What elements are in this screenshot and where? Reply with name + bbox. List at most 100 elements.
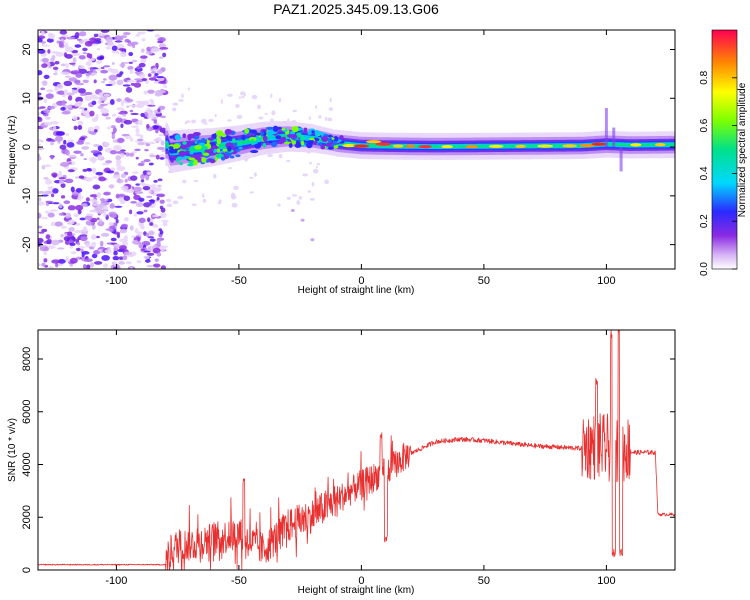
spectrogram-noise-speckle — [78, 175, 85, 179]
spectrogram-noise-speckle — [41, 217, 49, 220]
spectrogram-noise-speckle — [138, 73, 146, 78]
spectrogram-signal-blob — [321, 135, 329, 143]
spectrogram-scatter-speckle — [166, 203, 173, 208]
spectrogram-signal-blob — [176, 156, 180, 163]
spectrogram-signal-blob — [333, 145, 339, 149]
spectrogram-signal-blob — [182, 133, 187, 139]
spectrogram-noise-speckle — [148, 188, 152, 195]
snr-ytick-label: 4000 — [21, 452, 33, 476]
spectrogram-noise-speckle — [159, 246, 167, 252]
spectrogram-noise-speckle — [99, 198, 106, 202]
spectrogram-noise-speckle — [97, 99, 102, 105]
spectrogram-noise-speckle — [149, 205, 156, 208]
spectrogram-noise-speckle — [90, 209, 96, 213]
spectrogram-signal-blob — [227, 145, 232, 152]
snr-ylabel: SNR (10 * v/v) — [7, 418, 18, 482]
spectrogram-signal-blob — [295, 140, 301, 146]
spectrogram-noise-speckle — [38, 139, 43, 143]
spectrogram-noise-speckle — [156, 146, 165, 151]
spectrogram-noise-speckle — [113, 250, 118, 256]
spectrogram-scatter-speckle — [187, 87, 191, 91]
spectrogram-noise-speckle — [147, 73, 152, 77]
snr-ytick-label: 6000 — [21, 400, 33, 424]
spectrogram-noise-speckle — [100, 80, 106, 84]
spectrogram-noise-speckle — [155, 122, 160, 126]
spectrogram-noise-speckle — [66, 92, 75, 96]
spectrogram-noise-speckle — [123, 195, 131, 201]
spectrogram-noise-speckle — [68, 162, 72, 165]
spectrogram-noise-speckle — [143, 90, 148, 95]
spectrogram-noise-speckle — [146, 252, 155, 256]
spectrogram-noise-speckle — [108, 74, 118, 81]
spectrogram-noise-speckle — [133, 213, 138, 217]
spectrogram-noise-speckle — [151, 186, 158, 191]
spectrogram-signal-blob — [168, 148, 176, 154]
spectrogram-scatter-speckle — [251, 94, 258, 100]
spectrogram-noise-speckle — [140, 174, 146, 180]
spectrogram-ytick-label: 10 — [21, 92, 33, 104]
spectrogram-noise-speckle — [40, 30, 45, 36]
spectrogram-noise-speckle — [65, 255, 69, 262]
spectrogram-signal-peak — [465, 144, 478, 149]
spectrogram-noise-speckle — [50, 57, 55, 63]
spectrogram-noise-speckle — [156, 240, 161, 247]
spectrogram-scatter-speckle — [201, 193, 205, 198]
spectrogram-noise-speckle — [123, 235, 129, 241]
spectrogram-noise-speckle — [112, 256, 120, 261]
spectrogram-xtick-label: -50 — [231, 275, 247, 287]
spectrogram-noise-speckle — [88, 131, 96, 135]
spectrogram-noise-speckle — [59, 144, 67, 150]
spectrogram-noise-speckle — [84, 215, 93, 221]
spectrogram-noise-speckle — [125, 261, 132, 265]
spectrogram-noise-speckle — [91, 253, 98, 259]
spectrogram-noise-speckle — [78, 246, 86, 249]
spectrogram-scatter-speckle — [172, 200, 179, 205]
spectrogram-noise-speckle — [73, 229, 83, 234]
spectrogram-noise-speckle — [105, 83, 113, 87]
spectrogram-noise-speckle — [57, 90, 66, 95]
spectrogram-noise-speckle — [38, 225, 43, 229]
spectrogram-noise-speckle — [70, 186, 75, 193]
spectrogram-noise-speckle — [50, 139, 56, 143]
spectrogram-noise-speckle — [107, 67, 114, 72]
spectrogram-noise-speckle — [114, 205, 123, 208]
spectrogram-noise-speckle — [65, 133, 70, 136]
spectrogram-signal-blob — [295, 132, 302, 138]
spectrogram-noise-speckle — [75, 247, 81, 252]
spectrogram-noise-speckle — [138, 217, 146, 223]
spectrogram-signal-blob — [182, 141, 188, 145]
spectrogram-noise-speckle — [158, 133, 165, 137]
spectrogram-noise-speckle — [103, 192, 111, 196]
spectrogram-noise-speckle — [82, 264, 87, 269]
spectrogram-noise-speckle — [69, 257, 78, 264]
spectrogram-noise-speckle — [141, 78, 148, 82]
spectrogram-noise-speckle — [64, 54, 73, 59]
spectrogram-noise-speckle — [149, 199, 155, 204]
spectrogram-noise-speckle — [79, 235, 88, 242]
spectrogram-noise-speckle — [109, 150, 117, 155]
spectrogram-scatter-speckle — [256, 104, 262, 110]
spectrogram-noise-speckle — [61, 99, 66, 106]
spectrogram-noise-speckle — [148, 77, 157, 81]
spectrogram-noise-speckle — [63, 139, 67, 145]
spectrogram-noise-speckle — [157, 108, 161, 112]
spectrogram-noise-speckle — [137, 142, 145, 146]
spectrogram-scatter-speckle — [264, 112, 268, 116]
spectrogram-noise-speckle — [60, 162, 70, 167]
spectrogram-noise-speckle — [63, 236, 70, 242]
spectrogram-noise-speckle — [84, 258, 93, 263]
spectrogram-noise-speckle — [135, 127, 140, 134]
spectrogram-signal-peak — [342, 143, 356, 148]
spectrogram-signal-blob — [179, 162, 183, 166]
spectrogram-scatter-speckle — [316, 162, 321, 166]
spectrogram-noise-speckle — [67, 169, 75, 173]
spectrogram-scatter-speckle — [308, 116, 311, 120]
spectrogram-noise-speckle — [143, 209, 148, 213]
spectrogram-noise-speckle — [99, 240, 104, 247]
spectrogram-signal-blob — [170, 159, 174, 163]
spectrogram-noise-speckle — [76, 101, 83, 106]
spectrogram-noise-speckle — [67, 104, 72, 109]
spectrogram-noise-speckle — [99, 209, 109, 212]
